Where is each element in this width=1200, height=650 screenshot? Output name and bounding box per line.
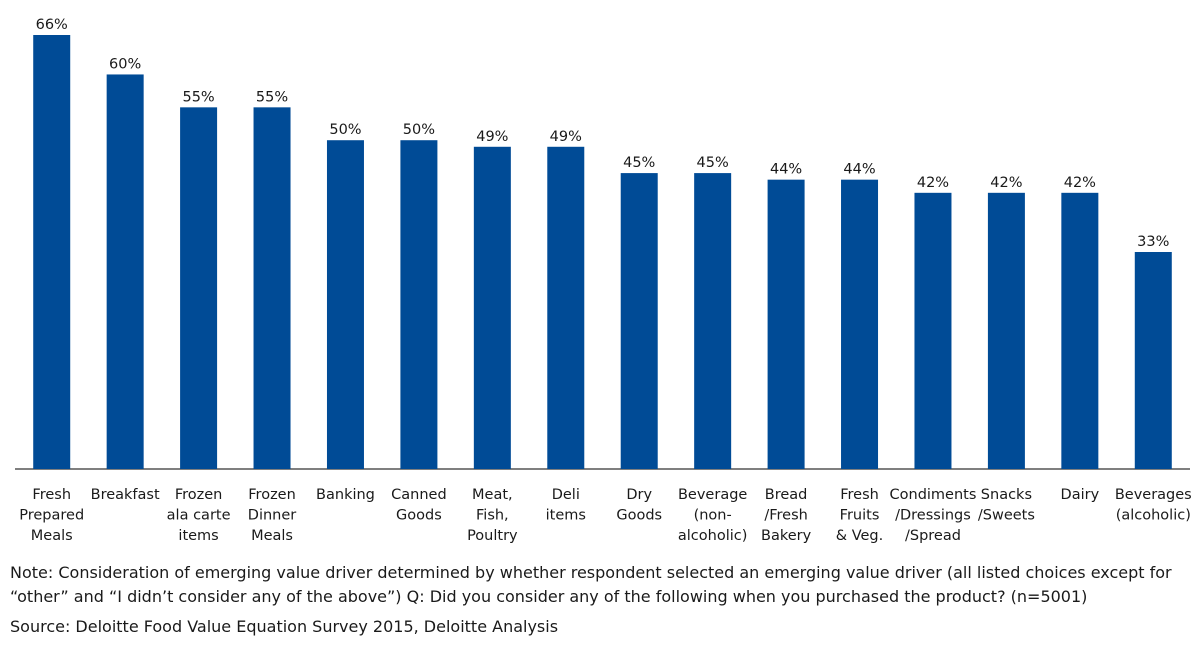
data-label: 45% xyxy=(623,155,655,171)
category-label: Frozen Dinner Meals xyxy=(248,487,296,544)
category-label: Canned Goods xyxy=(391,487,447,524)
category-label: Deli items xyxy=(546,487,586,524)
bar xyxy=(694,173,732,469)
bar xyxy=(473,146,511,469)
chart-note: Note: Consideration of emerging value dr… xyxy=(10,563,1172,606)
category-label: Breakfast xyxy=(91,487,160,503)
category-label: Banking xyxy=(316,487,375,503)
bar xyxy=(987,192,1025,469)
category-label: Dry Goods xyxy=(616,487,662,524)
bar xyxy=(767,179,805,469)
data-label: 50% xyxy=(329,122,361,138)
data-label: 50% xyxy=(403,122,435,138)
bar xyxy=(1134,252,1172,469)
data-label: 55% xyxy=(182,89,214,105)
data-label: 60% xyxy=(109,56,141,72)
bar xyxy=(400,140,438,469)
data-label: 45% xyxy=(697,155,729,171)
data-label: 55% xyxy=(256,89,288,105)
bar-chart: 66% Fresh Prepared Meals 60% Breakfast 55% Froz… xyxy=(15,17,1192,544)
data-label: 66% xyxy=(36,17,68,33)
bar xyxy=(841,179,879,469)
bar xyxy=(33,35,71,469)
category-label: Snacks/Sweets xyxy=(978,487,1035,524)
category-label: Fresh Fruits & Veg. xyxy=(836,487,883,544)
chart-source: Source: Deloitte Food Value Equation Sur… xyxy=(10,617,559,636)
bar xyxy=(180,107,218,469)
category-label: Beverages (alcoholic) xyxy=(1115,487,1192,524)
category-label: Dairy xyxy=(1061,487,1100,503)
bar xyxy=(1061,192,1099,469)
bar xyxy=(620,173,658,469)
category-label: Meat, Fish, Poultry xyxy=(467,487,518,544)
data-label: 49% xyxy=(550,129,582,145)
data-label: 49% xyxy=(476,129,508,145)
bar xyxy=(106,74,144,470)
bar xyxy=(914,192,952,469)
bar xyxy=(547,146,585,469)
data-label: 42% xyxy=(1064,175,1096,191)
data-label: 33% xyxy=(1137,234,1169,250)
data-label: 44% xyxy=(843,162,875,178)
category-label: Fresh Prepared Meals xyxy=(19,487,84,544)
bar xyxy=(253,107,291,469)
data-label: 42% xyxy=(917,175,949,191)
data-label: 44% xyxy=(770,162,802,178)
category-label: Frozen ala carte items xyxy=(167,487,231,544)
category-label: Beverage (non-alcoholic) xyxy=(678,487,748,544)
category-label: Bread/Fresh Bakery xyxy=(761,487,812,544)
category-label: Condiments/Dressings/Spread xyxy=(890,487,977,544)
data-label: 42% xyxy=(990,175,1022,191)
bar xyxy=(326,140,364,469)
